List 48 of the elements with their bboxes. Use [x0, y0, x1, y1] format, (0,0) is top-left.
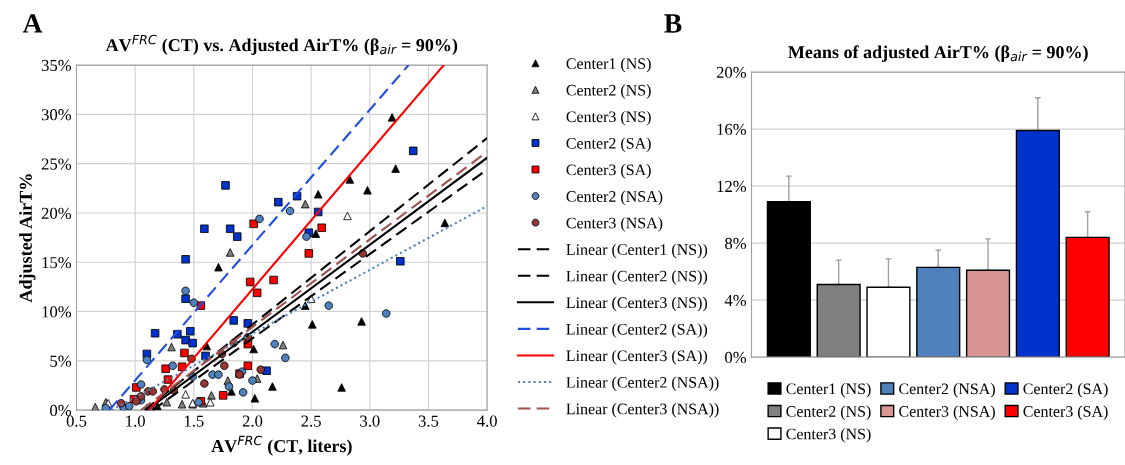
y-tick-label: 30% [41, 109, 72, 121]
legend-label: Linear (Center3 (NS)) [566, 296, 708, 312]
chart-title: AV$^{FRC}$ (CT) vs. Adjusted AirT% (β$_{air}$ = 90%) [105, 34, 458, 55]
legend-label: Center2 (NS) [566, 84, 651, 99]
legend-label: Center2 (NS) [786, 405, 871, 421]
chart-title: Means of adjusted AirT% (β$_{air}$ = 90%) [788, 45, 1088, 62]
legend-label: Center3 (NSA) [566, 217, 663, 232]
y-tick-label: 15% [42, 256, 72, 269]
y-tick-label: 0% [725, 351, 747, 364]
y-tick-label: 5% [50, 355, 72, 367]
legend-label: Center3 (NS) [566, 110, 651, 126]
legend-label: Center2 (SA) [1023, 382, 1108, 398]
y-tick-label: 16% [717, 123, 747, 136]
legend-label: Center3 (NS) [786, 428, 871, 443]
legend-label: Linear (Center3 (SA)) [566, 349, 708, 365]
legend-label: Linear (Center1 (NS)) [566, 243, 708, 259]
x-tick-label: 1.0 [126, 415, 145, 427]
x-tick-label: 3.0 [360, 415, 380, 427]
legend-label: Linear (Center2 (NS)) [566, 270, 708, 285]
x-tick-label: 3.5 [418, 415, 439, 427]
legend-label: Center3 (NSA) [899, 405, 995, 421]
y-tick-label: 10% [42, 306, 72, 318]
legend-label: Center3 (SA) [566, 164, 651, 179]
legend-label: Center2 (SA) [566, 137, 651, 152]
legend-label: Center2 (NSA) [566, 190, 663, 206]
text: A [22, 14, 43, 33]
legend-label: Linear (Center2 (SA)) [566, 323, 708, 338]
y-tick-label: 25% [41, 158, 72, 170]
y-tick-label: 4% [724, 294, 747, 307]
legend-label: Center1 (NS) [786, 382, 871, 398]
text: B [664, 14, 682, 33]
y-tick-label: 8% [725, 237, 747, 250]
legend-label: Center1 (NS) [566, 57, 651, 73]
y-tick-label: 20% [41, 207, 72, 219]
x-tick-label: 2.5 [301, 415, 321, 427]
legend-label: Center2 (NSA) [899, 382, 995, 398]
y-tick-label: 12% [717, 180, 747, 193]
legend-label: Linear (Center3 (NSA)) [566, 403, 719, 418]
y-tick-label: 35% [41, 59, 72, 72]
x-tick-label: 1.5 [184, 415, 204, 427]
legend-label: Linear (Center2 (NSA)) [566, 376, 719, 391]
x-tick-label: 4.0 [477, 415, 497, 427]
x-tick-label: 2.0 [242, 415, 263, 427]
legend-label: Center3 (SA) [1023, 405, 1108, 421]
y-tick-label: 20% [716, 66, 747, 79]
x-tick-label: 0.5 [66, 415, 87, 427]
y-axis-title: Adjusted AirT% [19, 174, 36, 303]
x-axis-title: AV$^{FRC}$ (CT, liters) [211, 435, 352, 456]
